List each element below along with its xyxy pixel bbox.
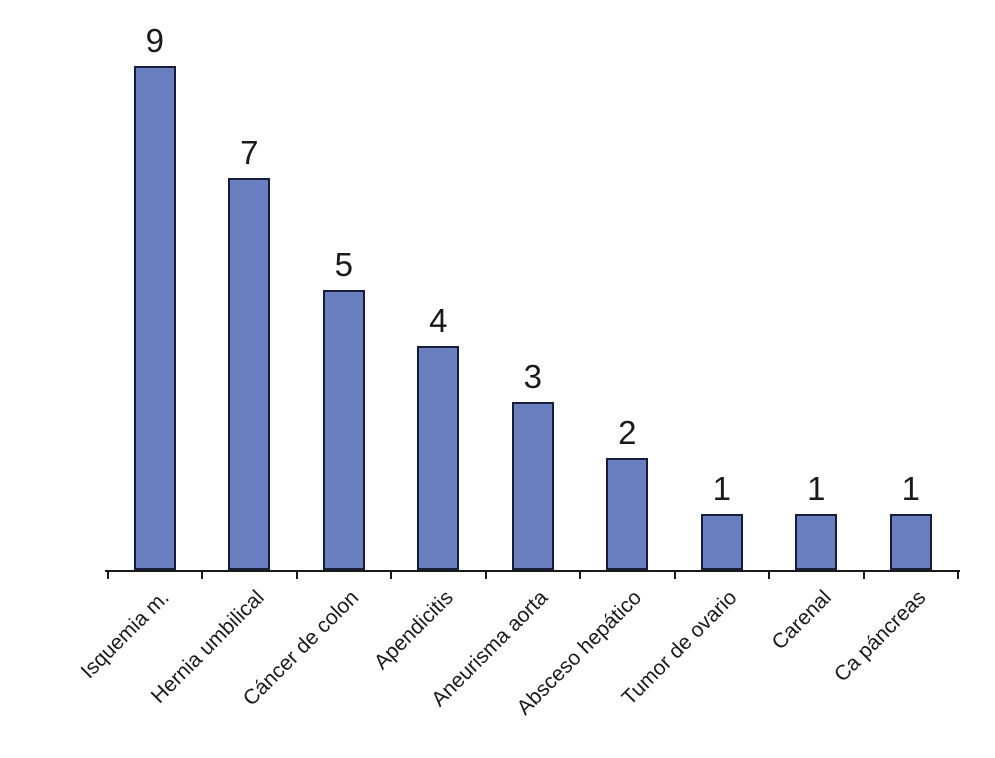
bar xyxy=(228,178,271,570)
axis-tick xyxy=(957,570,959,579)
category-label: Ca páncreas xyxy=(829,586,931,687)
axis-tick xyxy=(768,570,770,579)
bar xyxy=(889,514,932,570)
bar-value-label: 4 xyxy=(429,302,448,339)
bar xyxy=(511,402,554,570)
axis-tick xyxy=(295,570,298,579)
bar xyxy=(700,514,743,570)
category-label: Isquemia m. xyxy=(76,586,175,684)
bar-value-label: 1 xyxy=(901,470,920,507)
bar-value-label: 9 xyxy=(145,22,164,59)
axis-tick xyxy=(106,570,109,579)
bar-value-label: 5 xyxy=(334,246,353,283)
bar xyxy=(417,346,460,570)
x-axis-line xyxy=(105,570,960,572)
category-label: Carenal xyxy=(767,586,836,655)
axis-tick xyxy=(390,570,392,579)
bar-value-label: 3 xyxy=(523,358,542,395)
axis-tick xyxy=(579,570,581,579)
axis-tick xyxy=(484,570,487,579)
bar-value-label: 1 xyxy=(712,470,731,507)
bar-value-label: 2 xyxy=(618,414,637,451)
bar-value-label: 7 xyxy=(240,134,259,171)
bar xyxy=(133,66,176,570)
axis-tick xyxy=(862,570,865,579)
axis-tick xyxy=(673,570,676,579)
axis-tick xyxy=(201,570,203,579)
bar xyxy=(322,290,365,570)
bar-value-label: 1 xyxy=(807,470,826,507)
bar xyxy=(606,458,649,570)
category-label: Apendicitis xyxy=(369,586,458,675)
bar xyxy=(795,514,838,570)
